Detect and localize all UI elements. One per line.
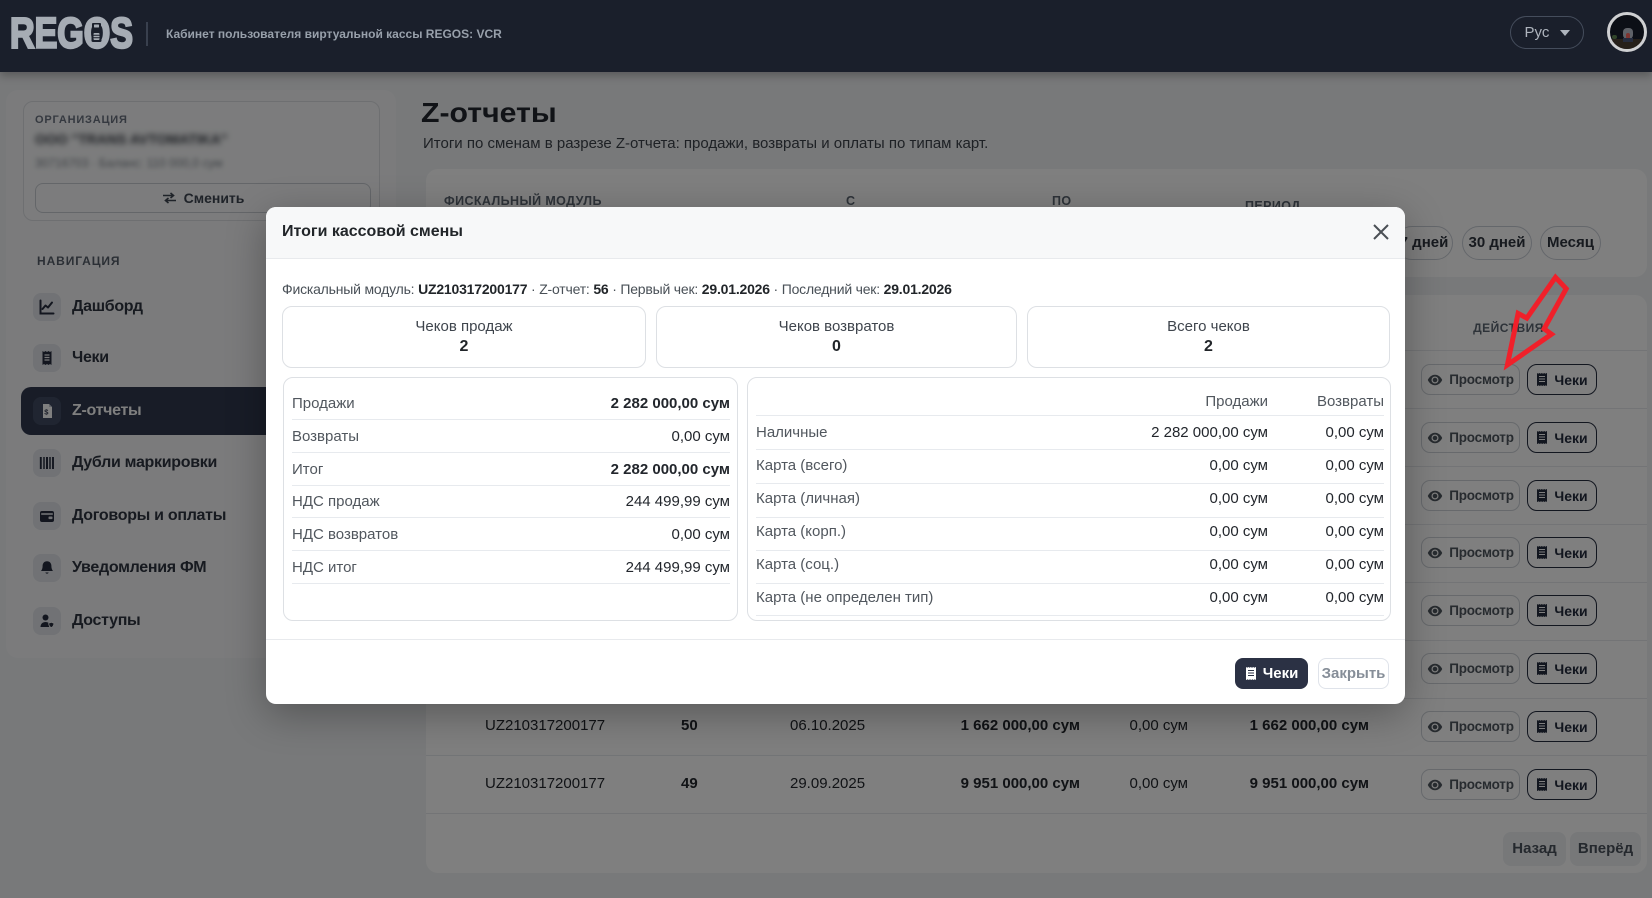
svg-text:REGOS: REGOS — [10, 10, 133, 58]
